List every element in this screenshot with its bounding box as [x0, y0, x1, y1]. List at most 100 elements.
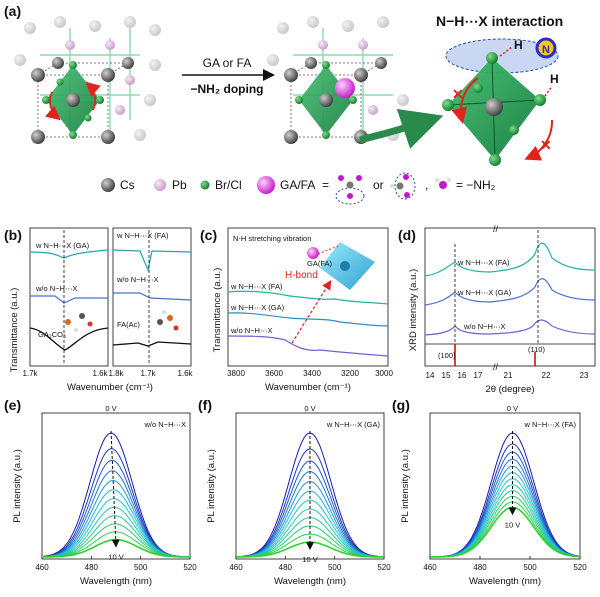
pl-series [430, 506, 581, 558]
panel-c-label: (c) [200, 227, 217, 243]
pl-series [41, 448, 190, 558]
pl-legend: w N−H⋯X (FA) [524, 420, 577, 429]
curve-ga [227, 312, 389, 327]
pl-series [236, 525, 384, 558]
panel-c-curve-label: w N−H⋯X (FA) [230, 282, 283, 291]
pl-xlabel: Wavelength (nm) [80, 576, 152, 587]
rotation-arrow [85, 81, 101, 111]
pl-series [41, 470, 190, 558]
xtick: 500 [523, 563, 537, 572]
xrd-without [424, 319, 596, 336]
legend-nh2: = −NH₂ [456, 178, 496, 192]
panel-b-left-curve-label: w/o N−H⋯X [35, 284, 77, 293]
legend-comma: , [425, 178, 428, 192]
pl-series [430, 451, 581, 558]
xtick: 480 [279, 563, 293, 572]
curve-without [30, 295, 108, 304]
panel-b-right-curve-label: w N−H⋯X (FA) [116, 231, 169, 240]
voltage-arrow [110, 430, 120, 548]
panel-d-xlabel: 2θ (degree) [485, 384, 534, 395]
octahedron-zoom: N−H⋯X interaction N H H ✕ ✕ [359, 13, 563, 166]
panel-b-right-curve-label: w/o N−H⋯X [116, 275, 158, 284]
panel-d-curve-label: w/o N−H⋯X [463, 322, 505, 331]
panel-label: (f) [198, 397, 212, 413]
xtick: 460 [423, 563, 437, 572]
panel-b-xlabel: Wavenumber (cm⁻¹) [67, 382, 153, 393]
xtick: 520 [377, 563, 391, 572]
xtick: 460 [35, 563, 49, 572]
atom-h-label-1: H [514, 38, 523, 52]
panel-d-frame [424, 227, 596, 367]
arrow-bottom-label: −NH₂ doping [191, 82, 264, 96]
panel-d-ylabel: XRD intensity (a.u.) [408, 269, 419, 351]
xtick: 1.7k [140, 369, 156, 378]
xtick: 3600 [265, 369, 283, 378]
panel-a: (a) GA or FA [4, 3, 563, 205]
panel-c-note: N-H stretching vibration [233, 234, 311, 243]
ga-fa-dopant [335, 78, 355, 98]
xtick: 22 [542, 371, 551, 380]
xtick: 520 [573, 563, 587, 572]
legend-gafa: GA/FA [280, 178, 315, 192]
atom-h-label-2: H [550, 72, 559, 86]
xtick: 17 [474, 371, 483, 380]
panel-c-curve-label: w/o N−H⋯X [230, 326, 272, 335]
pl-ylabel: PL intensity (a.u.) [12, 449, 23, 523]
pl-ylabel: PL intensity (a.u.) [206, 449, 217, 523]
xtick: 23 [580, 371, 589, 380]
center-atom [66, 93, 80, 107]
panel-b: (b) Transmittance (a.u.) w N−H⋯X (GA) w/… [4, 227, 194, 393]
panel-c-frame [227, 227, 389, 367]
panel-c-xlabel: Wavenumber (cm⁻¹) [265, 382, 351, 393]
fa-molecule-icon [390, 174, 410, 198]
voltage-bottom: 10 V [505, 520, 520, 529]
panel-d-curve-label: w N−H⋯X (GA) [457, 288, 512, 297]
pb-swatch [154, 179, 166, 191]
panel-d-label: (d) [398, 227, 416, 243]
panel-c: (c) Transmittance (a.u.) N-H stretching … [200, 227, 393, 393]
panel-b-left-curve-label: w N−H⋯X (GA) [35, 241, 90, 250]
pl-legend: w/o N−H⋯X [144, 420, 186, 429]
atom-legend: Cs Pb Br/Cl GA/FA = or , = −NH₂ [101, 172, 496, 205]
panel-pl-g: (g) PL intensity (a.u.) 460 480 500 520 Wavele… [392, 397, 587, 587]
xtick: 3400 [303, 369, 321, 378]
pl-frame [235, 412, 385, 560]
legend-or: or [373, 178, 384, 192]
legend-eq: = [322, 178, 329, 192]
voltage-bottom: 10 V [108, 553, 123, 562]
voltage-bottom: 10 V [302, 555, 317, 564]
molecule-ga2co3 [65, 313, 93, 332]
xrd-ga [424, 278, 596, 306]
xtick: 16 [458, 371, 467, 380]
xtick: 3200 [341, 369, 359, 378]
lattice-doped [267, 16, 409, 144]
hbond-label: H-bond [285, 270, 318, 281]
legend-cs: Cs [120, 178, 135, 192]
pl-series [42, 479, 190, 558]
interaction-title: N−H⋯X interaction [436, 13, 563, 29]
curve-without [227, 335, 389, 357]
voltage-top: 0 V [304, 404, 315, 413]
xtick: 21 [504, 371, 513, 380]
xtick: 1.6k [92, 369, 108, 378]
curve-without [113, 292, 192, 301]
panel-pl-e: (e) PL intensity (a.u.) 460 480 500 520 Wavele… [4, 397, 197, 587]
xtick: 500 [328, 563, 342, 572]
legend-brcl: Br/Cl [215, 178, 242, 192]
panel-b-right-frame [112, 227, 192, 367]
xtick: 500 [134, 563, 148, 572]
gafa-swatch [257, 176, 275, 194]
nitrogen-atom [535, 37, 557, 59]
xtick: 520 [183, 563, 197, 572]
pl-series [236, 471, 384, 558]
panel-c-ylabel: Transmittance (a.u.) [212, 268, 223, 353]
blocked-mark: ✕ [452, 86, 464, 102]
panel-a-label: (a) [4, 3, 21, 19]
pl-ylabel: PL intensity (a.u.) [400, 449, 411, 523]
curve-fa [227, 290, 389, 305]
voltage-top: 0 V [507, 404, 518, 413]
panel-b-right-curve-label: FA(Ac) [117, 320, 140, 329]
zoom-arrow [359, 108, 444, 149]
panel-label: (g) [392, 397, 410, 413]
curve-reference [29, 327, 109, 351]
